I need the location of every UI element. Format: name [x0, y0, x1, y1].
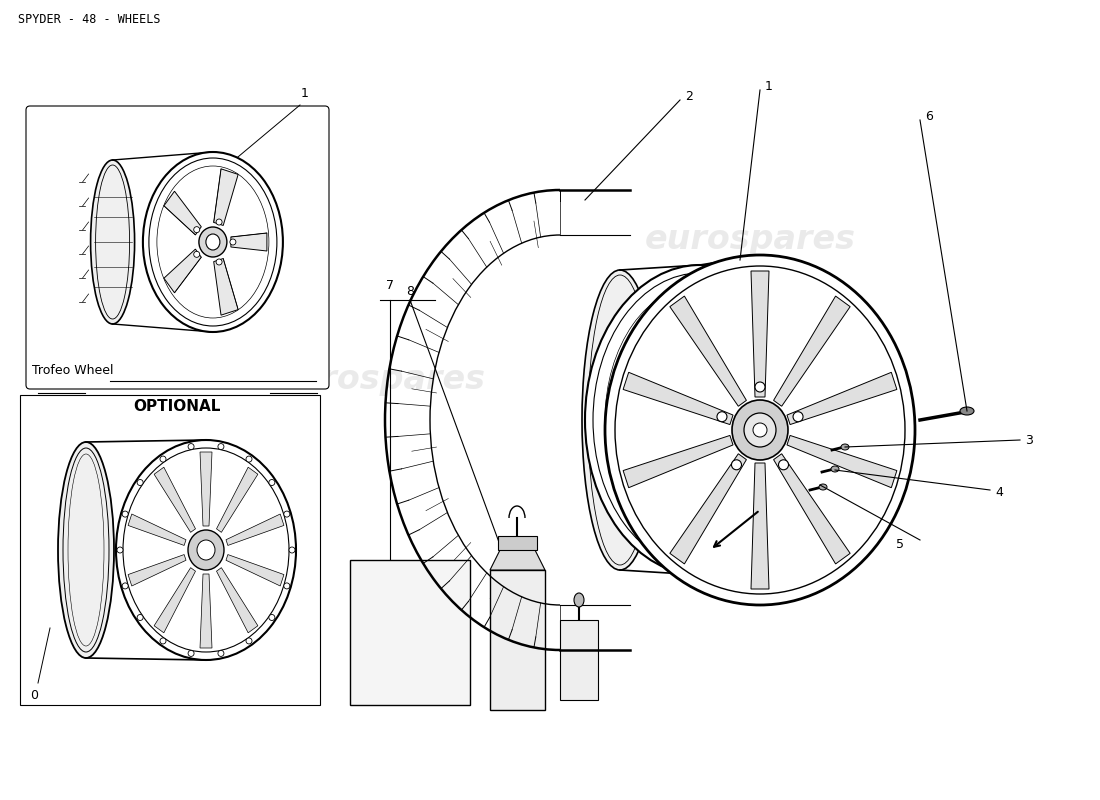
Ellipse shape	[188, 530, 224, 570]
Ellipse shape	[289, 547, 295, 553]
Polygon shape	[128, 554, 186, 586]
Text: 6: 6	[925, 110, 933, 123]
Text: OPTIONAL: OPTIONAL	[133, 399, 221, 414]
Text: 4: 4	[996, 486, 1003, 499]
Polygon shape	[154, 467, 196, 532]
Ellipse shape	[284, 583, 289, 589]
Ellipse shape	[188, 650, 194, 657]
Ellipse shape	[160, 456, 166, 462]
Bar	[560, 620, 598, 700]
Ellipse shape	[194, 226, 200, 233]
Ellipse shape	[90, 160, 134, 324]
Polygon shape	[217, 467, 257, 532]
Ellipse shape	[284, 511, 289, 517]
Polygon shape	[164, 191, 201, 235]
Ellipse shape	[744, 413, 775, 447]
Ellipse shape	[779, 460, 789, 470]
Bar	[490, 570, 544, 710]
Ellipse shape	[960, 407, 974, 415]
Bar	[498, 536, 537, 550]
Polygon shape	[751, 271, 769, 397]
Ellipse shape	[842, 444, 849, 450]
Ellipse shape	[246, 638, 252, 644]
Ellipse shape	[188, 443, 194, 450]
Ellipse shape	[755, 382, 764, 392]
Ellipse shape	[194, 251, 200, 258]
Ellipse shape	[58, 442, 114, 658]
Polygon shape	[164, 249, 201, 293]
Ellipse shape	[793, 412, 803, 422]
Text: eurospares: eurospares	[645, 223, 856, 257]
Text: 1: 1	[764, 81, 773, 94]
Ellipse shape	[732, 400, 788, 460]
Polygon shape	[786, 435, 896, 488]
Ellipse shape	[754, 423, 767, 437]
Text: 3: 3	[1025, 434, 1033, 446]
Text: 8: 8	[406, 285, 414, 298]
Ellipse shape	[143, 152, 283, 332]
Ellipse shape	[206, 234, 220, 250]
Polygon shape	[786, 372, 896, 425]
Ellipse shape	[268, 614, 275, 621]
Ellipse shape	[122, 511, 129, 517]
Polygon shape	[751, 463, 769, 589]
Polygon shape	[200, 452, 212, 526]
Ellipse shape	[218, 443, 224, 450]
Polygon shape	[623, 435, 733, 488]
Text: eurospares: eurospares	[645, 503, 856, 537]
Polygon shape	[128, 514, 186, 546]
Ellipse shape	[830, 466, 839, 472]
Ellipse shape	[605, 255, 915, 605]
Text: eurospares: eurospares	[275, 363, 485, 397]
Ellipse shape	[122, 583, 129, 589]
Polygon shape	[226, 514, 284, 546]
Polygon shape	[773, 296, 850, 406]
Ellipse shape	[138, 614, 143, 621]
Ellipse shape	[138, 479, 143, 486]
Polygon shape	[213, 169, 238, 226]
Ellipse shape	[574, 593, 584, 607]
Text: 2: 2	[685, 90, 693, 103]
Ellipse shape	[116, 440, 296, 660]
Polygon shape	[623, 372, 733, 425]
Ellipse shape	[246, 456, 252, 462]
Text: 5: 5	[896, 538, 904, 551]
Ellipse shape	[197, 540, 215, 560]
Ellipse shape	[199, 227, 227, 257]
Ellipse shape	[585, 265, 815, 575]
Ellipse shape	[216, 219, 222, 225]
Text: 1: 1	[301, 87, 309, 100]
Polygon shape	[217, 568, 257, 633]
Ellipse shape	[230, 239, 235, 245]
Ellipse shape	[732, 460, 741, 470]
Ellipse shape	[218, 650, 224, 657]
Text: 7: 7	[386, 279, 394, 292]
Ellipse shape	[582, 270, 658, 570]
Polygon shape	[670, 296, 747, 406]
Polygon shape	[154, 568, 196, 633]
Polygon shape	[773, 454, 850, 564]
Polygon shape	[226, 554, 284, 586]
Ellipse shape	[820, 484, 827, 490]
Bar	[350, 560, 470, 705]
Ellipse shape	[216, 259, 222, 265]
Text: Trofeo Wheel: Trofeo Wheel	[32, 364, 113, 377]
Ellipse shape	[268, 479, 275, 486]
Polygon shape	[490, 550, 544, 570]
Ellipse shape	[717, 412, 727, 422]
Text: 0: 0	[30, 689, 38, 702]
Polygon shape	[670, 454, 747, 564]
Bar	[20, 395, 320, 705]
Polygon shape	[231, 233, 267, 251]
Ellipse shape	[117, 547, 123, 553]
Ellipse shape	[160, 638, 166, 644]
Text: SPYDER - 48 - WHEELS: SPYDER - 48 - WHEELS	[18, 13, 161, 26]
Polygon shape	[200, 574, 212, 648]
Polygon shape	[213, 258, 238, 315]
FancyBboxPatch shape	[26, 106, 329, 389]
